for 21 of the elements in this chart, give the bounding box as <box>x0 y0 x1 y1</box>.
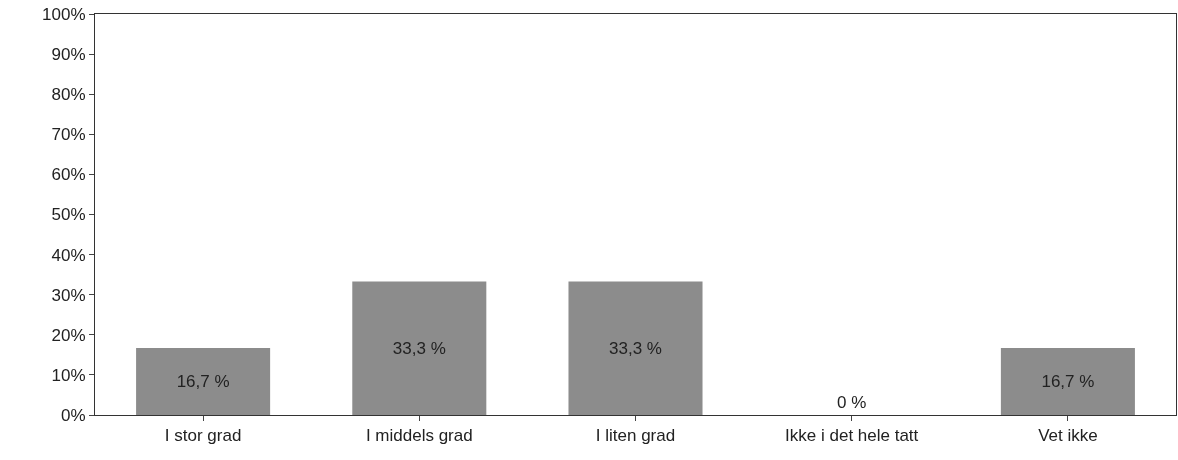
data-label: 0 % <box>837 393 867 412</box>
y-tick-label: 0% <box>61 405 86 425</box>
y-tick-label: 20% <box>51 325 86 345</box>
y-tick-label: 80% <box>51 85 86 105</box>
data-label: 16,7 % <box>176 372 230 392</box>
x-tick-label: I middels grad <box>365 426 473 446</box>
data-label: 33,3 % <box>392 338 446 358</box>
y-tick-label: 90% <box>51 45 86 65</box>
x-tick-label: I stor grad <box>164 426 242 446</box>
x-tick-label: I liten grad <box>595 426 676 446</box>
x-tick-label: Ikke i det hele tatt <box>785 426 919 446</box>
y-tick-label: 30% <box>51 285 86 305</box>
y-tick-label: 10% <box>51 365 86 385</box>
y-tick-label: 60% <box>51 165 86 185</box>
data-label: 33,3 % <box>609 338 662 358</box>
x-tick-label: Vet ikke <box>1038 426 1098 446</box>
y-tick-label: 100% <box>42 4 86 24</box>
data-label: 16,7 % <box>1041 372 1095 392</box>
y-tick-label: 70% <box>51 125 86 145</box>
y-tick-label: 50% <box>51 205 86 225</box>
y-tick-label: 40% <box>51 245 86 265</box>
